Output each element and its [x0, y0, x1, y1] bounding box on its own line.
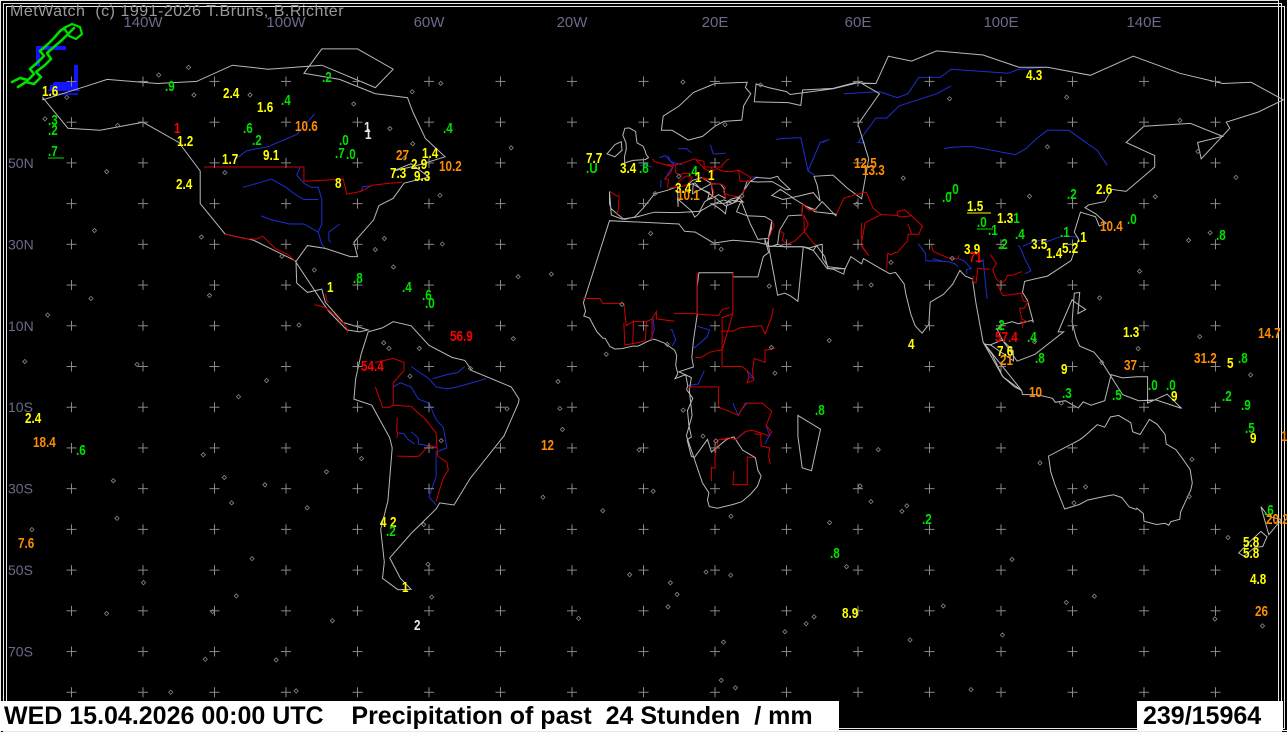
svg-text:.0: .0: [1127, 211, 1137, 228]
svg-text:.3: .3: [1062, 385, 1072, 402]
svg-text:27: 27: [396, 147, 409, 164]
svg-text:.1: .1: [1077, 229, 1087, 246]
svg-text:.8: .8: [1216, 227, 1226, 244]
svg-text:.1: .1: [1010, 210, 1020, 227]
svg-text:.8: .8: [353, 270, 363, 287]
svg-text:.6: .6: [76, 442, 86, 459]
svg-text:.7: .7: [48, 143, 58, 160]
svg-text:.0: .0: [1148, 377, 1158, 394]
svg-text:.1: .1: [1060, 224, 1070, 241]
svg-text:.2: .2: [998, 236, 1008, 253]
svg-text:7.6: 7.6: [18, 535, 34, 552]
svg-text:.7: .7: [335, 145, 345, 162]
svg-text:14.7: 14.7: [1258, 325, 1281, 342]
svg-text:.1: .1: [988, 222, 998, 239]
svg-text:5.8: 5.8: [1243, 545, 1260, 562]
svg-text:54.4: 54.4: [361, 358, 384, 375]
svg-text:.4: .4: [443, 120, 453, 137]
svg-text:4.8: 4.8: [1250, 571, 1267, 588]
svg-text:.4: .4: [281, 92, 291, 109]
svg-text:9.3: 9.3: [414, 168, 430, 185]
svg-text:.2: .2: [922, 511, 932, 528]
svg-text:.8: .8: [639, 160, 649, 177]
svg-text:.2: .2: [1067, 186, 1077, 203]
svg-text:.8: .8: [815, 402, 825, 419]
svg-text:.2: .2: [386, 523, 396, 540]
svg-text:7.3: 7.3: [390, 165, 406, 182]
svg-text:31.2: 31.2: [1194, 350, 1217, 367]
svg-text:18.4: 18.4: [33, 434, 56, 451]
svg-text:10.1: 10.1: [677, 187, 700, 204]
svg-text:13.3: 13.3: [862, 162, 885, 179]
svg-text:21: 21: [1000, 352, 1013, 369]
svg-text:1: 1: [327, 279, 334, 296]
svg-text:2.6: 2.6: [1096, 181, 1112, 198]
svg-text:5: 5: [1227, 355, 1234, 372]
svg-text:1: 1: [365, 126, 372, 143]
svg-text:1.3: 1.3: [1123, 324, 1139, 341]
svg-text:10.2: 10.2: [439, 158, 462, 175]
svg-text:8: 8: [335, 175, 342, 192]
svg-text:.8: .8: [830, 545, 840, 562]
svg-text:10.4: 10.4: [1100, 218, 1123, 235]
svg-text:10.6: 10.6: [295, 118, 318, 135]
svg-text:5.2: 5.2: [1062, 240, 1078, 257]
svg-text:37: 37: [1124, 357, 1137, 374]
svg-text:1.6: 1.6: [257, 99, 273, 116]
svg-text:71: 71: [969, 249, 982, 266]
svg-text:26: 26: [1255, 603, 1268, 620]
svg-text:.0: .0: [942, 189, 952, 206]
svg-text:4: 4: [908, 336, 915, 353]
svg-text:1.7: 1.7: [222, 151, 238, 168]
svg-text:.2: .2: [1222, 388, 1232, 405]
svg-text:.U: .U: [586, 160, 598, 177]
svg-text:20.2: 20.2: [1266, 511, 1287, 528]
svg-text:2.4: 2.4: [176, 176, 193, 193]
svg-text:1: 1: [402, 579, 409, 596]
svg-text:9: 9: [1171, 388, 1178, 405]
svg-text:12: 12: [541, 437, 554, 454]
svg-text:1.4: 1.4: [1046, 245, 1063, 262]
svg-text:.8: .8: [1035, 350, 1045, 367]
svg-text:9: 9: [1250, 430, 1257, 447]
svg-text:.5: .5: [1112, 387, 1122, 404]
svg-text:.9: .9: [165, 78, 175, 95]
svg-text:1: 1: [708, 167, 715, 184]
svg-text:.0: .0: [346, 146, 356, 163]
svg-text:1: 1: [695, 169, 702, 186]
svg-text:1: 1: [1281, 428, 1287, 445]
svg-text:.4: .4: [1015, 226, 1025, 243]
svg-text:.4: .4: [402, 279, 412, 296]
svg-text:1.5: 1.5: [967, 198, 984, 215]
svg-text:3.5: 3.5: [1031, 236, 1048, 253]
svg-text:9: 9: [1061, 361, 1068, 378]
svg-text:.0: .0: [425, 295, 435, 312]
svg-text:1.6: 1.6: [42, 83, 58, 100]
svg-text:.9: .9: [1241, 397, 1251, 414]
svg-text:2.4: 2.4: [223, 85, 240, 102]
svg-text:10: 10: [1029, 384, 1042, 401]
svg-text:9.1: 9.1: [263, 147, 280, 164]
svg-text:4.3: 4.3: [1026, 67, 1042, 84]
svg-text:2: 2: [414, 617, 421, 634]
svg-text:2.4: 2.4: [25, 410, 42, 427]
svg-text:8.9: 8.9: [842, 605, 858, 622]
svg-text:.2: .2: [322, 69, 332, 86]
svg-text:.2: .2: [48, 122, 58, 139]
svg-text:3.4: 3.4: [620, 160, 637, 177]
svg-text:.4: .4: [1027, 329, 1037, 346]
svg-text:.8: .8: [1238, 350, 1248, 367]
svg-text:.0: .0: [977, 214, 987, 231]
svg-text:56.9: 56.9: [450, 328, 473, 345]
svg-text:1.2: 1.2: [177, 133, 193, 150]
svg-text:.2: .2: [252, 132, 262, 149]
